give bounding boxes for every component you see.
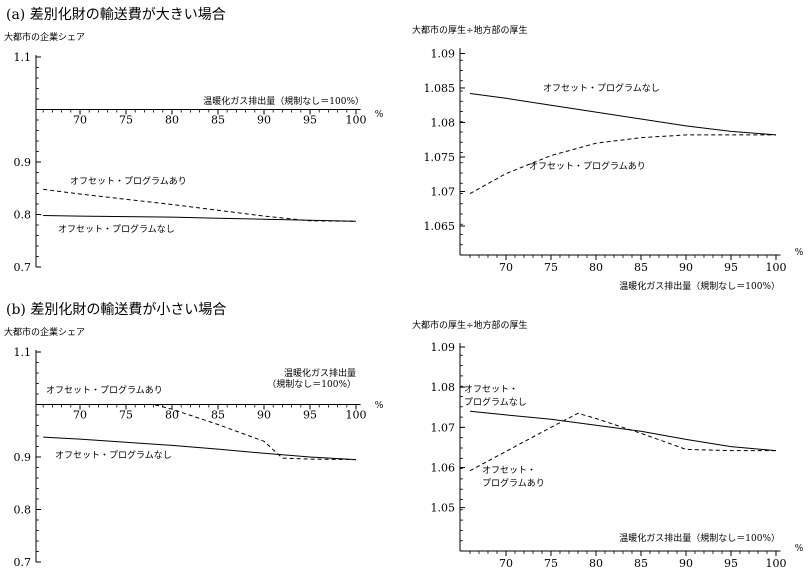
y-tick-label: 1.065 xyxy=(424,220,456,233)
section-label-a: (a) xyxy=(6,7,26,23)
y-axis-title: 大都市の企業シェア xyxy=(4,31,85,43)
x-axis-title: 温暖化ガス排出量（規制なし＝100%） xyxy=(203,95,364,107)
x-tick-label: 75 xyxy=(544,261,558,274)
x-tick-label: 70 xyxy=(499,261,513,274)
section-label-b: (b) xyxy=(6,302,26,318)
series-label: オフセット・プログラムなし xyxy=(58,223,175,235)
x-tick-label: 90 xyxy=(679,557,693,570)
series-line-with-offset xyxy=(43,404,357,461)
y-tick-label: 1.08 xyxy=(431,116,456,129)
series-label: オフセット・プログラムなし xyxy=(543,82,660,94)
x-tick-label: 70 xyxy=(73,409,87,422)
y-tick-label: 1.07 xyxy=(431,185,456,198)
y-tick-label: 0.8 xyxy=(14,209,32,222)
x-tick-label: 85 xyxy=(634,261,648,274)
y-axis-title: 大都市の厚生÷地方部の厚生 xyxy=(412,319,528,331)
x-unit-label: % xyxy=(375,110,384,120)
x-tick-label: 75 xyxy=(119,409,133,422)
x-tick-label: 70 xyxy=(499,557,513,570)
y-axis-title: 大都市の厚生÷地方部の厚生 xyxy=(412,24,528,36)
x-tick-label: 80 xyxy=(165,409,179,422)
x-tick-label: 90 xyxy=(257,114,271,127)
section-heading-b: (b) 差別化財の輸送費が小さい場合 xyxy=(6,299,226,319)
series-line-with-offset xyxy=(469,412,776,472)
x-tick-label: 100 xyxy=(346,114,367,127)
x-tick-label: 80 xyxy=(589,557,603,570)
x-axis-title: 温暖化ガス排出量（規制なし＝100%） xyxy=(267,367,356,390)
y-tick-label: 0.8 xyxy=(14,504,32,517)
series-label: オフセット・プログラムあり xyxy=(529,160,646,172)
x-axis-title: 温暖化ガス排出量（規制なし＝100%） xyxy=(619,532,780,544)
y-axis-title: 大都市の企業シェア xyxy=(4,326,85,338)
x-tick-label: 90 xyxy=(257,409,271,422)
x-tick-label: 100 xyxy=(766,261,787,274)
y-tick-label: 1.09 xyxy=(431,341,456,354)
x-tick-label: 100 xyxy=(766,557,787,570)
section-title-b: 差別化財の輸送費が小さい場合 xyxy=(30,302,227,318)
series-label: オフセット・プログラムあり xyxy=(70,175,187,187)
y-tick-label: 1.09 xyxy=(431,47,456,60)
series-line-with-offset xyxy=(469,134,776,195)
series-line-without-offset xyxy=(43,215,357,222)
x-axis-title: 温暖化ガス排出量（規制なし＝100%） xyxy=(619,280,780,292)
y-tick-label: 1.06 xyxy=(431,461,456,474)
series-line-without-offset xyxy=(469,93,777,136)
y-tick-label: 1.1 xyxy=(14,346,32,359)
x-unit-label: % xyxy=(375,401,384,411)
x-tick-label: 95 xyxy=(303,114,317,127)
y-tick-label: 1.075 xyxy=(424,151,456,164)
y-tick-label: 1.085 xyxy=(424,82,456,95)
x-tick-label: 95 xyxy=(724,557,738,570)
x-tick-label: 70 xyxy=(73,114,87,127)
y-tick-label: 1.05 xyxy=(431,502,456,515)
x-tick-label: 85 xyxy=(211,409,225,422)
section-heading-a: (a) 差別化財の輸送費が大きい場合 xyxy=(6,4,226,24)
series-label: オフセット・プログラムなし xyxy=(55,449,172,461)
x-tick-label: 95 xyxy=(303,409,317,422)
x-tick-label: 100 xyxy=(346,409,367,422)
x-tick-label: 90 xyxy=(679,261,693,274)
x-tick-label: 85 xyxy=(211,114,225,127)
x-tick-label: 75 xyxy=(119,114,133,127)
series-label: オフセット・プログラムあり xyxy=(46,384,163,396)
section-title-a: 差別化財の輸送費が大きい場合 xyxy=(29,7,226,23)
series-label: オフセット・プログラムなし xyxy=(464,384,527,408)
y-tick-label: 0.7 xyxy=(14,261,32,274)
x-tick-label: 80 xyxy=(165,114,179,127)
series-line-without-offset xyxy=(469,410,777,452)
y-tick-label: 1.1 xyxy=(14,51,32,64)
x-tick-label: 80 xyxy=(589,261,603,274)
x-unit-label: % xyxy=(795,248,804,258)
y-tick-label: 1.08 xyxy=(431,381,456,394)
y-tick-label: 0.7 xyxy=(14,556,32,569)
x-tick-label: 85 xyxy=(634,557,648,570)
y-tick-label: 1.07 xyxy=(431,421,456,434)
series-line-without-offset xyxy=(43,436,357,461)
x-tick-label: 95 xyxy=(724,261,738,274)
y-tick-label: 0.9 xyxy=(14,156,32,169)
y-tick-label: 0.9 xyxy=(14,451,32,464)
x-tick-label: 75 xyxy=(544,557,558,570)
series-label: オフセット・プログラムあり xyxy=(482,465,545,489)
x-unit-label: % xyxy=(795,544,804,554)
